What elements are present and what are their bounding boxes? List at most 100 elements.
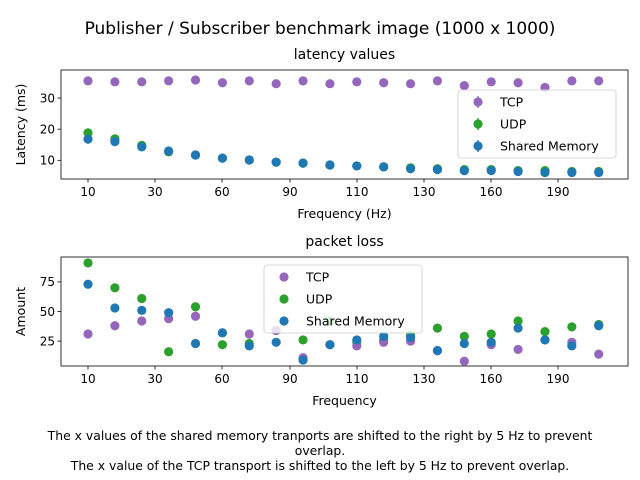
latency-tcp-point — [217, 78, 227, 88]
packet-loss-shared-memory-point — [83, 279, 93, 289]
latency-shared-memory-point — [432, 165, 443, 175]
packet-loss-shared-memory-point — [217, 328, 227, 338]
packet-loss-x-tick-label: 30 — [147, 372, 162, 386]
packet-loss-shared-memory-point — [298, 355, 308, 365]
latency-tcp-point — [379, 78, 389, 88]
packet-loss-tcp-point — [513, 344, 523, 355]
latency-x-tick-label: 30 — [147, 185, 162, 199]
packet-loss-shared-memory-point — [513, 323, 523, 333]
caption-line-2: overlap. — [294, 443, 346, 458]
packet-loss-udp-point — [110, 283, 120, 293]
packet-loss-udp-point — [298, 335, 308, 345]
packet-loss-udp-point — [540, 327, 550, 337]
latency-tcp-point — [513, 78, 523, 88]
packet-loss-udp-point — [567, 322, 577, 332]
packet-loss-legend-marker-udp — [279, 294, 289, 304]
latency-y-tick-label: 20 — [40, 122, 55, 136]
packet-loss-shared-memory-point — [110, 303, 120, 313]
packet-loss-y-tick-label: 25 — [40, 334, 55, 348]
latency-tcp-point — [164, 76, 174, 86]
packet-loss-shared-memory-point — [567, 341, 577, 351]
packet-loss-udp-point — [190, 302, 201, 312]
latency-tcp-point — [459, 80, 469, 91]
packet-loss-x-tick-label: 60 — [214, 372, 229, 386]
packet-loss-shared-memory-point — [459, 338, 469, 349]
latency-shared-memory-point — [405, 164, 416, 174]
latency-tcp-point — [244, 76, 254, 86]
latency-shared-memory-point — [83, 134, 93, 144]
latency-tcp-point — [567, 76, 577, 86]
caption-line-3: The x value of the TCP transport is shif… — [70, 458, 570, 473]
latency-shared-memory-point — [513, 166, 523, 177]
packet-loss-tcp-point — [190, 311, 201, 321]
latency-shared-memory-point — [486, 165, 496, 176]
packet-loss-shared-memory-point — [244, 341, 254, 351]
latency-shared-memory-point — [217, 153, 227, 163]
latency-shared-memory-point — [459, 165, 469, 176]
latency-tcp-point — [352, 77, 362, 87]
latency-x-axis-label: Frequency (Hz) — [297, 206, 391, 221]
packet-loss-legend-label-shared-memory: Shared Memory — [306, 314, 405, 329]
latency-tcp-point — [405, 79, 416, 89]
packet-loss-x-tick-label: 130 — [413, 372, 436, 386]
packet-loss-shared-memory-point — [379, 331, 389, 341]
latency-shared-memory-point — [110, 137, 120, 147]
packet-loss-shared-memory-point — [352, 335, 362, 345]
packet-loss-legend-box — [263, 264, 423, 334]
latency-tcp-point — [190, 75, 201, 85]
packet-loss-shared-memory-point — [432, 345, 443, 356]
packet-loss-shared-memory-point — [137, 305, 147, 315]
packet-loss-legend-marker-tcp — [279, 272, 289, 282]
figure-caption: The x values of the shared memory tranpo… — [0, 428, 640, 473]
packet-loss-tcp-point — [83, 329, 93, 339]
latency-legend-marker-shared-memory — [473, 141, 483, 151]
latency-x-tick-label: 90 — [282, 185, 297, 199]
packet-loss-legend-label-tcp: TCP — [305, 270, 330, 285]
latency-legend-label-udp: UDP — [500, 117, 527, 132]
packet-loss-udp-point — [513, 316, 523, 326]
packet-loss-y-axis-label: Amount — [13, 287, 28, 336]
latency-legend-box — [457, 89, 617, 159]
packet-loss-shared-memory-point — [486, 337, 496, 347]
latency-x-tick-label: 110 — [346, 185, 369, 199]
latency-tcp-point — [110, 77, 120, 87]
latency-legend-marker-tcp — [473, 97, 483, 107]
latency-x-tick-label: 160 — [480, 185, 503, 199]
packet-loss-udp-point — [83, 258, 93, 268]
packet-loss-chart-title: packet loss — [305, 234, 384, 250]
packet-loss-udp-point — [217, 340, 227, 350]
latency-tcp-point — [298, 76, 308, 86]
latency-tcp-point — [594, 76, 604, 86]
latency-legend-label-shared-memory: Shared Memory — [500, 139, 599, 154]
latency-shared-memory-point — [190, 150, 201, 160]
packet-loss-udp-point — [432, 323, 443, 333]
latency-shared-memory-point — [298, 158, 308, 168]
packet-loss-y-tick-label: 75 — [40, 275, 55, 289]
latency-shared-memory-point — [325, 160, 335, 170]
packet-loss-shared-memory-point — [164, 308, 174, 318]
packet-loss-shared-memory-point — [594, 321, 604, 331]
packet-loss-x-axis-label: Frequency — [312, 393, 377, 408]
packet-loss-y-tick-label: 50 — [40, 305, 55, 319]
packet-loss-shared-memory-point — [190, 338, 201, 349]
latency-tcp-point — [325, 79, 335, 89]
latency-shared-memory-point — [594, 167, 604, 178]
packet-loss-x-tick-label: 110 — [346, 372, 369, 386]
latency-legend-label-tcp: TCP — [499, 95, 524, 110]
packet-loss-x-tick-label: 160 — [480, 372, 503, 386]
latency-x-tick-label: 60 — [214, 185, 229, 199]
packet-loss-shared-memory-point — [540, 335, 550, 345]
latency-x-tick-label: 10 — [80, 185, 95, 199]
packet-loss-x-tick-label: 190 — [547, 372, 570, 386]
latency-shared-memory-point — [379, 162, 389, 172]
packet-loss-tcp-point — [137, 316, 147, 326]
latency-y-axis-label: Latency (ms) — [13, 84, 28, 166]
latency-shared-memory-point — [352, 161, 362, 171]
latency-tcp-point — [271, 79, 281, 89]
latency-tcp-point — [83, 76, 93, 86]
packet-loss-udp-point — [459, 331, 469, 341]
packet-loss-udp-point — [137, 293, 147, 304]
packet-loss-shared-memory-point — [271, 337, 281, 347]
